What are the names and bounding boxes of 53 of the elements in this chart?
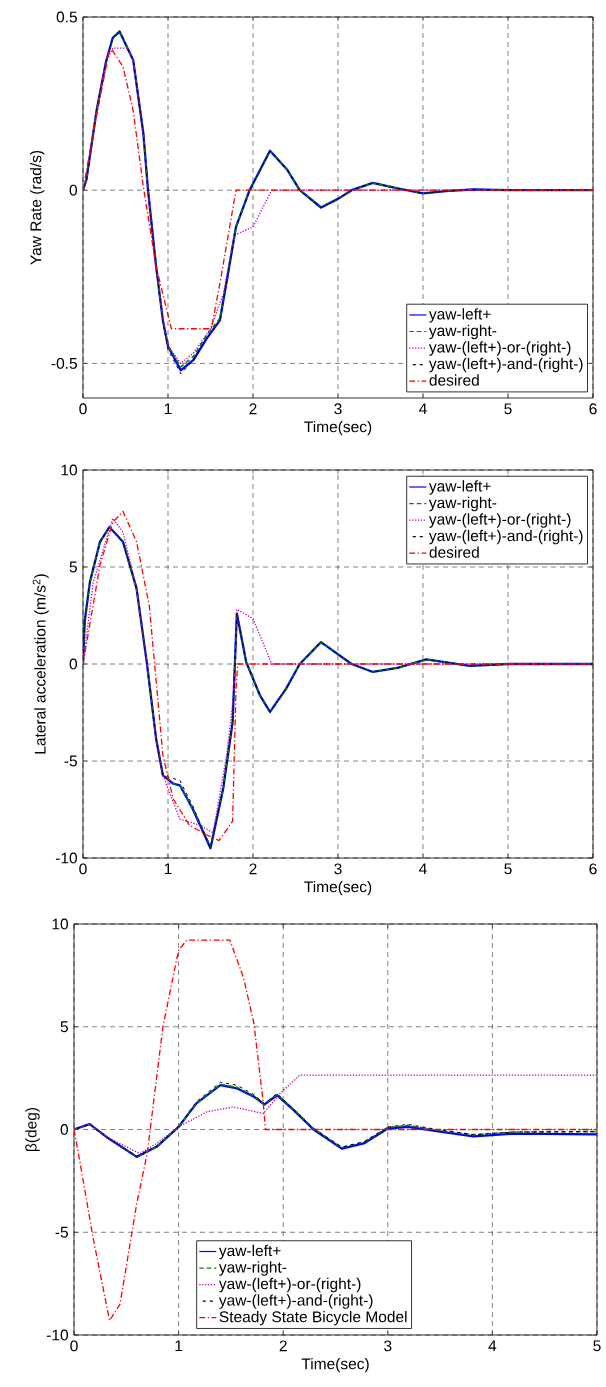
legend-label: yaw-(left+)-or-(right-) (428, 513, 571, 528)
x-tick-label: 1 (164, 403, 172, 415)
y-tick-label: 5 (60, 1021, 68, 1033)
x-tick-label: 4 (418, 863, 427, 875)
legend-label: yaw-left+ (428, 480, 491, 495)
x-tick-label: 6 (589, 863, 597, 875)
x-tick-label: 0 (79, 403, 87, 415)
y-tick-label: 0 (69, 658, 77, 670)
y-axis-title: β(deg) (25, 1107, 40, 1151)
legend-label: yaw-(left+)-and-(right-) (218, 1294, 373, 1309)
x-tick-label: 2 (249, 403, 257, 415)
x-axis-title: Time(sec) (301, 1357, 369, 1373)
x-tick-label: 2 (279, 1340, 287, 1352)
y-tick-label: 10 (52, 918, 68, 930)
legend-label: yaw-(left+)-and-(right-) (428, 357, 583, 373)
x-tick-label: 0 (79, 863, 87, 875)
x-tick-label: 5 (504, 403, 512, 415)
y-tick-label: 5 (69, 561, 77, 573)
legend-label: yaw-right- (218, 1261, 286, 1276)
y-tick-label: 0 (60, 1124, 68, 1136)
y-tick-label: 10 (61, 464, 77, 476)
x-tick-label: 4 (418, 403, 427, 415)
x-tick-label: 3 (383, 1340, 392, 1352)
x-tick-label: 4 (488, 1340, 497, 1352)
y-tick-label: 0 (69, 184, 77, 196)
x-tick-label: 1 (164, 863, 172, 875)
legend-label: yaw-right- (428, 324, 497, 340)
x-tick-label: 1 (175, 1340, 182, 1352)
x-tick-label: 6 (589, 403, 597, 415)
y-tick-label: -10 (46, 1329, 68, 1341)
x-tick-label: 2 (249, 863, 257, 875)
y-axis-title: Lateral acceleration (m/s$^{2}$) (32, 574, 49, 754)
y-tick-label: -10 (55, 852, 77, 864)
legend-label: desired (429, 546, 479, 558)
legend-label: desired (429, 374, 479, 386)
legend-label: yaw-left+ (428, 308, 491, 323)
y-axis-title: Yaw Rate (rad/s) (29, 150, 45, 265)
legend-label: Steady State Bicycle Model (219, 1310, 407, 1326)
x-tick-label: 5 (504, 863, 512, 875)
legend-label: yaw-(left+)-or-(right-) (218, 1277, 361, 1293)
y-tick-label: -5 (64, 755, 77, 767)
legend-label: yaw-(left+)-or-(right-) (428, 341, 571, 356)
legend-label: yaw-(left+)-and-(right-) (428, 529, 583, 545)
x-axis-title: Time(sec) (303, 420, 371, 436)
y-tick-label: 0.5 (56, 11, 77, 23)
y-tick-label: -5 (55, 1226, 68, 1238)
x-tick-label: 3 (334, 403, 342, 415)
x-axis-title: Time(sec) (303, 880, 371, 896)
legend-label: yaw-right- (428, 496, 497, 512)
legend-label: yaw-left+ (218, 1244, 281, 1260)
y-tick-label: -0.5 (51, 357, 77, 369)
x-tick-label: 5 (593, 1340, 601, 1352)
x-tick-label: 3 (334, 863, 342, 875)
